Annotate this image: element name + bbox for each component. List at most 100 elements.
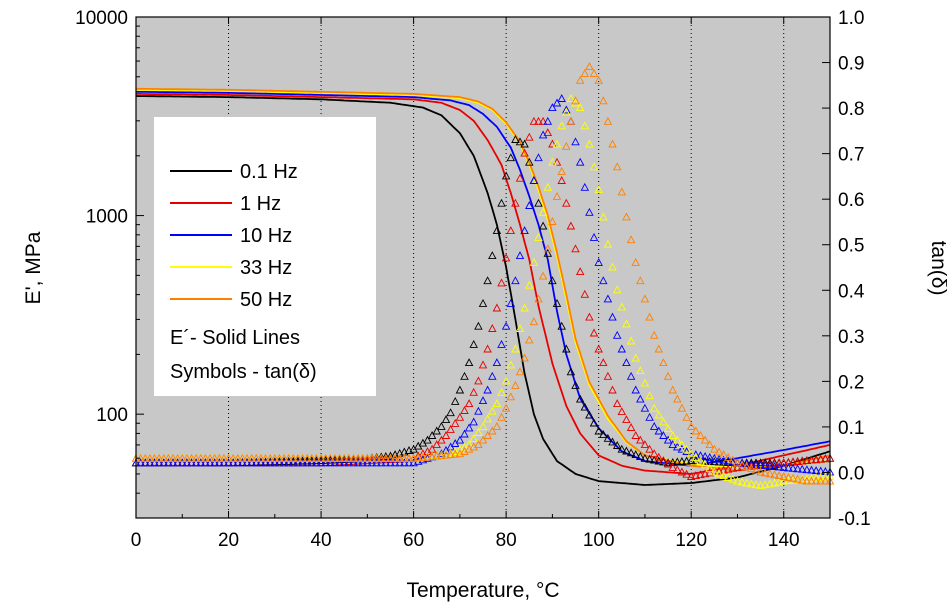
tan-delta-point xyxy=(413,453,423,462)
tan-delta-point xyxy=(543,116,553,125)
tan-delta-point xyxy=(599,276,608,285)
tan-delta-point xyxy=(145,453,155,462)
tan-delta-point xyxy=(376,458,386,467)
tan-delta-point xyxy=(395,458,404,467)
tan-delta-point xyxy=(515,137,525,146)
tan-delta-point xyxy=(714,469,724,478)
tan-delta-point xyxy=(525,157,534,166)
tan-delta-point xyxy=(423,452,432,461)
tan-delta-point xyxy=(603,116,613,125)
tan-delta-point xyxy=(548,139,557,148)
tan-delta-point xyxy=(765,459,775,468)
tan-delta-point xyxy=(483,344,492,353)
tan-delta-point xyxy=(756,467,765,476)
tan-delta-point xyxy=(353,453,363,462)
legend-label: 0.1 Hz xyxy=(240,161,298,183)
tan-delta-point xyxy=(534,294,543,303)
tan-delta-point xyxy=(358,453,367,462)
tan-delta-point xyxy=(525,280,534,289)
tan-delta-point xyxy=(608,312,617,321)
tan-delta-point xyxy=(636,435,645,444)
tan-delta-point xyxy=(506,226,516,235)
tan-delta-point xyxy=(492,399,502,408)
tan-delta-point xyxy=(196,458,206,467)
tan-delta-point xyxy=(154,458,164,467)
tan-delta-point xyxy=(330,458,340,467)
tan-delta-point xyxy=(654,344,664,353)
tan-delta-point xyxy=(488,406,497,415)
tan-delta-point xyxy=(668,385,677,394)
tan-delta-point xyxy=(224,458,233,467)
tan-delta-point xyxy=(654,452,664,461)
tan-delta-point xyxy=(515,251,525,260)
tan-delta-point xyxy=(696,470,705,479)
tan-delta-point xyxy=(381,458,391,467)
tan-delta-point xyxy=(571,96,580,105)
tan-delta-point xyxy=(446,408,455,417)
tan-delta-point xyxy=(538,207,548,216)
tan-delta-point xyxy=(552,191,562,200)
tan-delta-point xyxy=(696,431,705,439)
tan-delta-point xyxy=(682,456,691,465)
tan-delta-point xyxy=(492,421,502,430)
tan-delta-point xyxy=(760,480,770,489)
tan-delta-point xyxy=(566,94,576,102)
tan-delta-point xyxy=(580,121,590,130)
tan-delta-point xyxy=(182,458,192,467)
tan-delta-point xyxy=(339,458,349,467)
tan-delta-point xyxy=(673,435,682,444)
tan-delta-point xyxy=(686,472,696,480)
tan-delta-point xyxy=(774,477,784,486)
tan-delta-point xyxy=(589,68,599,77)
tan-delta-point xyxy=(580,182,590,191)
tan-delta-point xyxy=(150,453,159,462)
tan-delta-point xyxy=(631,450,640,459)
tan-delta-point xyxy=(668,457,677,466)
tan-delta-point xyxy=(640,453,650,462)
tan-delta-point xyxy=(603,371,613,380)
tan-delta-point xyxy=(608,437,617,446)
tan-delta-point xyxy=(538,271,548,280)
tan-delta-point xyxy=(654,426,664,435)
tan-delta-point xyxy=(636,394,645,403)
x-tick-label: 120 xyxy=(675,530,707,551)
tan-delta-point xyxy=(585,410,594,419)
tan-delta-point xyxy=(400,458,409,467)
tan-delta-point xyxy=(589,162,599,171)
tan-delta-point xyxy=(520,353,529,362)
tan-delta-point xyxy=(640,378,650,387)
y2-axis-title: tan(δ) xyxy=(927,241,947,296)
tan-delta-point xyxy=(612,399,622,408)
tan-delta-point xyxy=(663,459,673,468)
tan-delta-point xyxy=(441,431,451,439)
tan-delta-point xyxy=(691,471,701,480)
tan-delta-point xyxy=(580,402,590,411)
tan-delta-point xyxy=(464,423,474,432)
tan-delta-point xyxy=(367,453,377,462)
tan-delta-point xyxy=(543,182,553,191)
tan-delta-point xyxy=(714,466,724,475)
tan-delta-point xyxy=(289,453,298,462)
tan-delta-symbols xyxy=(131,62,835,490)
tan-delta-point xyxy=(437,435,446,444)
tan-delta-point xyxy=(821,472,830,481)
y2-tick-label: 0.7 xyxy=(838,145,864,166)
tan-delta-point xyxy=(557,121,566,130)
tan-delta-point xyxy=(807,465,816,474)
tan-delta-point xyxy=(575,75,585,84)
tan-delta-point xyxy=(626,235,636,244)
tan-delta-point xyxy=(774,458,784,467)
tan-delta-point xyxy=(529,176,539,184)
tan-delta-point xyxy=(677,444,687,453)
tan-delta-point xyxy=(478,360,488,369)
tan-delta-point xyxy=(552,298,562,307)
tan-delta-point xyxy=(765,458,775,467)
tan-delta-point xyxy=(622,212,631,221)
tan-delta-point xyxy=(312,453,321,462)
tan-delta-point xyxy=(788,473,798,482)
tan-delta-point xyxy=(700,469,710,478)
tan-delta-point xyxy=(821,467,830,475)
y2-tick-label: 1.0 xyxy=(838,8,864,29)
tan-delta-point xyxy=(511,380,520,389)
